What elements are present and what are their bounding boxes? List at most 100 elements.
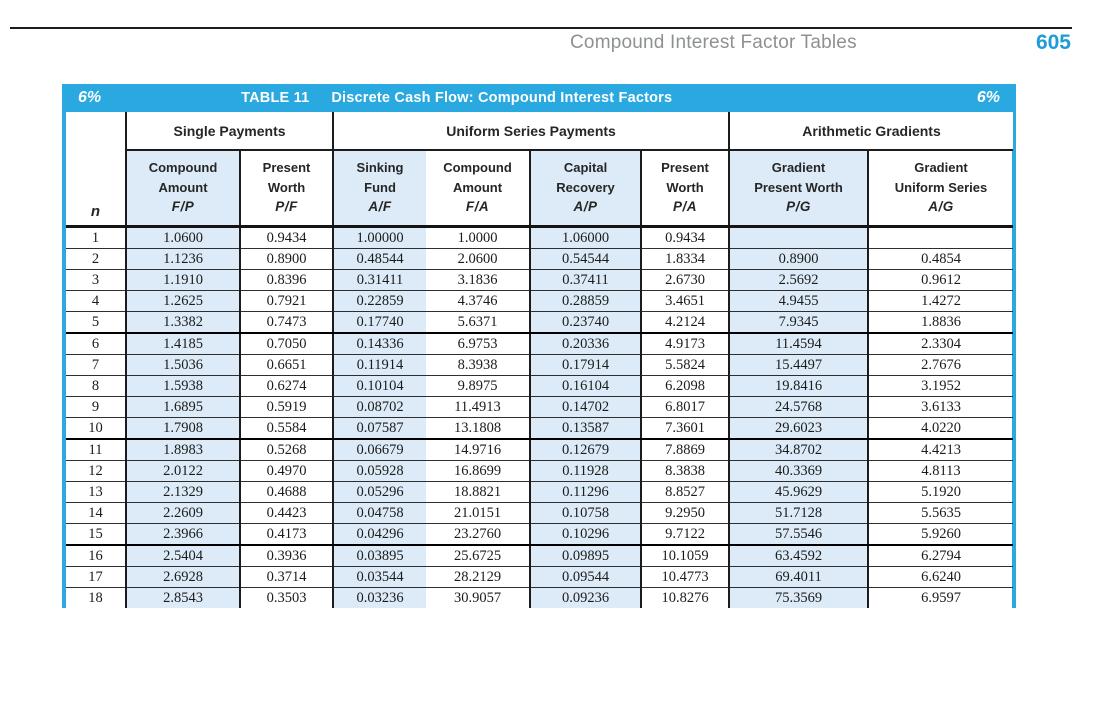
- cell-ag: 0.4854: [868, 248, 1014, 270]
- cell-pf: 0.4970: [240, 460, 335, 482]
- cell-ap: 0.10296: [530, 523, 643, 546]
- col-header-pf: Present Worth P/F: [240, 150, 335, 228]
- cell-pa: 2.6730: [641, 269, 731, 291]
- cell-pg: 19.8416: [729, 375, 870, 397]
- cell-af: 0.14336: [333, 333, 427, 355]
- table-title: Discrete Cash Flow: Compound Interest Fa…: [331, 90, 673, 106]
- col-header-line2: Recovery: [556, 179, 615, 195]
- cell-fp: 2.0122: [126, 460, 241, 482]
- col-header-line2: Amount: [158, 179, 208, 195]
- cell-pf: 0.5584: [240, 417, 335, 440]
- cell-ap: 0.37411: [530, 269, 643, 291]
- cell-fp: 1.0600: [126, 226, 241, 249]
- cell-n: 18: [66, 587, 127, 608]
- table-row: 10 1.7908 0.5584 0.07587 13.1808 0.13587 7.360…: [66, 417, 1014, 440]
- col-header-fp: Compound Amount F/P: [126, 150, 241, 228]
- col-header-line1: Capital: [563, 160, 608, 176]
- cell-pa: 10.4773: [641, 566, 731, 588]
- col-header-line2: Amount: [452, 179, 503, 195]
- cell-pg: 11.4594: [729, 333, 870, 355]
- table-grid: n Single Payments Uniform Series Payments A…: [62, 112, 1016, 608]
- cell-n: 9: [66, 396, 127, 418]
- cell-fp: 2.5404: [126, 545, 241, 567]
- cell-fa: 28.2129: [426, 566, 532, 588]
- cell-ag: 5.9260: [868, 523, 1014, 546]
- cell-fp: 1.5036: [126, 354, 241, 376]
- cell-ap: 0.09544: [530, 566, 643, 588]
- cell-ap: 0.28859: [530, 290, 643, 312]
- table-row: 11 1.8983 0.5268 0.06679 14.9716 0.12679 7.886…: [66, 439, 1014, 461]
- cell-pa: 7.3601: [641, 417, 731, 440]
- cell-pf: 0.3714: [240, 566, 335, 588]
- cell-pg: 69.4011: [729, 566, 870, 588]
- cell-pg: 2.5692: [729, 269, 870, 291]
- cell-ag: 6.6240: [868, 566, 1014, 588]
- cell-pa: 8.3838: [641, 460, 731, 482]
- cell-ap: 0.17914: [530, 354, 643, 376]
- cell-af: 0.22859: [333, 290, 427, 312]
- table-title-bar: 6% TABLE 11 Discrete Cash Flow: Compound…: [62, 84, 1016, 112]
- cell-n: 11: [66, 439, 127, 461]
- cell-pf: 0.5268: [240, 439, 335, 461]
- cell-n: 2: [66, 248, 127, 270]
- cell-n: 3: [66, 269, 127, 291]
- col-header-line1: Compound: [443, 160, 512, 176]
- cell-n: 4: [66, 290, 127, 312]
- cell-pa: 3.4651: [641, 290, 731, 312]
- factor-table: n Single Payments Uniform Series Payments A…: [66, 112, 1014, 608]
- cell-pf: 0.4173: [240, 523, 335, 546]
- table-row: 2 1.1236 0.8900 0.48544 2.0600 0.54544 1.8334 0…: [66, 248, 1014, 270]
- cell-pf: 0.7050: [240, 333, 335, 355]
- table-row: 3 1.1910 0.8396 0.31411 3.1836 0.37411 2.6730 2…: [66, 269, 1014, 291]
- table-row: 16 2.5404 0.3936 0.03895 25.6725 0.09895 10.10…: [66, 545, 1014, 567]
- cell-ap: 0.54544: [530, 248, 643, 270]
- table-row: 13 2.1329 0.4688 0.05296 18.8821 0.11296 8.852…: [66, 481, 1014, 503]
- cell-pg: 75.3569: [729, 587, 870, 608]
- cell-ag: 3.1952: [868, 375, 1014, 397]
- rate-left: 6%: [78, 89, 102, 106]
- table-row: 17 2.6928 0.3714 0.03544 28.2129 0.09544 10.47…: [66, 566, 1014, 588]
- table-row: 18 2.8543 0.3503 0.03236 30.9057 0.09236 10.82…: [66, 587, 1013, 608]
- col-header-line1: Gradient: [914, 160, 968, 176]
- col-header-line2: Worth: [267, 179, 306, 195]
- cell-fa: 14.9716: [426, 439, 532, 461]
- cell-pa: 4.2124: [641, 311, 731, 334]
- cell-fp: 2.2609: [126, 502, 241, 524]
- table-row: 1 1.0600 0.9434 1.00000 1.0000 1.06000 0.9434: [66, 226, 1014, 249]
- cell-ap: 1.06000: [530, 226, 643, 249]
- cell-pf: 0.3503: [240, 587, 335, 608]
- cell-fp: 1.4185: [126, 333, 241, 355]
- cell-ag: 3.6133: [868, 396, 1014, 418]
- cell-ag: [868, 226, 1014, 249]
- cell-pa: 6.8017: [641, 396, 731, 418]
- cell-ag: 6.2794: [868, 545, 1014, 567]
- group-header-uniform-series-payments: Uniform Series Payments: [333, 112, 731, 151]
- cell-pf: 0.3936: [240, 545, 335, 567]
- cell-ag: 1.4272: [868, 290, 1014, 312]
- col-header-factor: F/A: [465, 199, 490, 215]
- cell-fp: 1.5938: [126, 375, 241, 397]
- cell-ag: 0.9612: [868, 269, 1014, 291]
- group-header-row: n Single Payments Uniform Series Payments A…: [66, 112, 1014, 228]
- cell-pa: 10.8276: [641, 587, 731, 608]
- cell-ag: 1.8836: [868, 311, 1014, 334]
- cell-pa: 0.9434: [641, 226, 731, 249]
- cell-fp: 1.1910: [126, 269, 241, 291]
- cell-af: 0.05296: [333, 481, 427, 503]
- cell-fa: 1.0000: [426, 226, 532, 249]
- table-row: 14 2.2609 0.4423 0.04758 21.0151 0.10758 9.295…: [66, 502, 1014, 524]
- cell-n: 10: [66, 417, 127, 440]
- cell-n: 12: [66, 460, 127, 482]
- cell-pg: 45.9629: [729, 481, 870, 503]
- cell-ag: 4.4213: [868, 439, 1014, 461]
- cell-fp: 2.6928: [126, 566, 241, 588]
- cell-n: 1: [66, 226, 127, 249]
- cell-pa: 9.2950: [641, 502, 731, 524]
- cell-ag: 5.1920: [868, 481, 1014, 503]
- cell-fa: 21.0151: [426, 502, 532, 524]
- col-header-n: n: [66, 112, 127, 228]
- col-header-line1: Gradient: [771, 160, 826, 176]
- cell-pa: 9.7122: [641, 523, 731, 546]
- cell-pg: 51.7128: [729, 502, 870, 524]
- cell-pf: 0.4688: [240, 481, 335, 503]
